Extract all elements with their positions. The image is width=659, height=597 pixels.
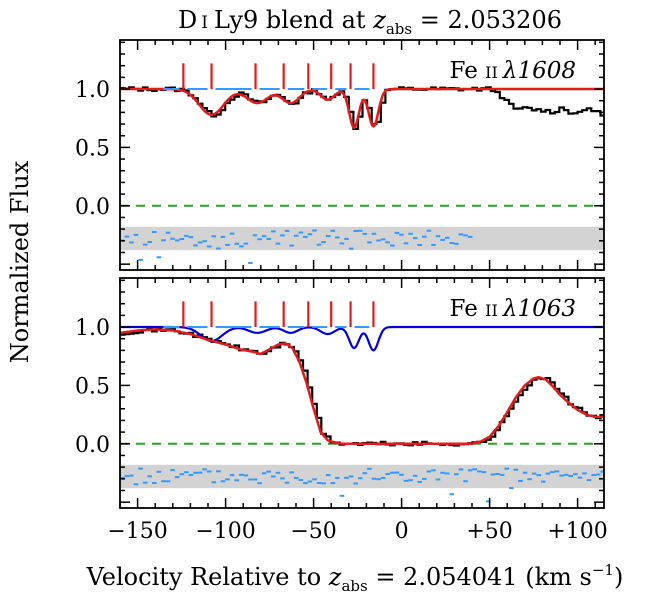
title-z: z [372, 6, 386, 34]
x-tick-label: +100 [547, 519, 607, 544]
axes-frame [119, 277, 605, 509]
x-tick-label: −100 [195, 519, 255, 544]
panel-label-element: Fe [450, 296, 486, 322]
x-axis-label: Velocity Relative to zabs = 2.054041 (km… [86, 561, 624, 595]
figure-title: D I Ly9 blend at zabs = 2.053206 [178, 6, 562, 38]
y-axis-label: Normalized Flux [6, 160, 34, 363]
y-tick-label: 0.5 [75, 374, 110, 399]
x-tick-label: −150 [107, 519, 167, 544]
plot-area [120, 301, 604, 503]
panel-label-line: λ1608 [502, 58, 576, 84]
xlabel-z-value: = 2.054041 (km s [368, 563, 592, 591]
panel-label-line: λ1063 [502, 296, 576, 322]
panel-label: Fe II λ1608 [450, 58, 576, 84]
axes-frame [119, 39, 605, 271]
xlabel-close: ) [614, 563, 623, 591]
y-tick-label: 1.0 [75, 316, 110, 341]
xlabel-exp: −1 [592, 561, 614, 579]
data-spectrum [120, 86, 604, 130]
title-z-value: = 2.053206 [412, 6, 562, 34]
title-line: Ly9 blend at [214, 6, 373, 34]
data-spectrum [120, 326, 604, 447]
y-tick-label: 0.0 [75, 433, 110, 458]
xlabel-prefix: Velocity Relative to [86, 563, 329, 591]
xlabel-z-sub: abs [341, 577, 367, 595]
panel-bottom: 0.0 0.5 1.0 −150 −100 −50 0 +50 +100 Fe II λ1063 [75, 277, 608, 544]
panel-label: Fe II λ1063 [450, 296, 576, 322]
panel-label-ion: II [485, 63, 503, 82]
residual-band [120, 226, 604, 251]
unblended-model [120, 325, 604, 352]
title-z-sub: abs [386, 20, 412, 38]
x-tick-label: +50 [466, 519, 512, 544]
y-tick-label: 0.5 [75, 136, 110, 161]
plot-area [120, 63, 604, 264]
title-ion: I [201, 13, 208, 33]
residual-band [120, 464, 604, 489]
xlabel-z: z [328, 563, 342, 591]
fit-model [120, 87, 604, 130]
y-tick-label: 0.0 [75, 195, 110, 220]
panel-label-element: Fe [450, 58, 486, 84]
panel-label-ion: II [485, 301, 503, 320]
panel-top: 0.0 0.5 1.0 Fe II λ1608 [75, 39, 605, 271]
title-prefix: D [178, 6, 197, 34]
x-tick-label: −50 [290, 519, 336, 544]
x-tick-label: 0 [395, 519, 409, 544]
y-tick-label: 1.0 [75, 78, 110, 103]
fit-model [120, 328, 604, 446]
